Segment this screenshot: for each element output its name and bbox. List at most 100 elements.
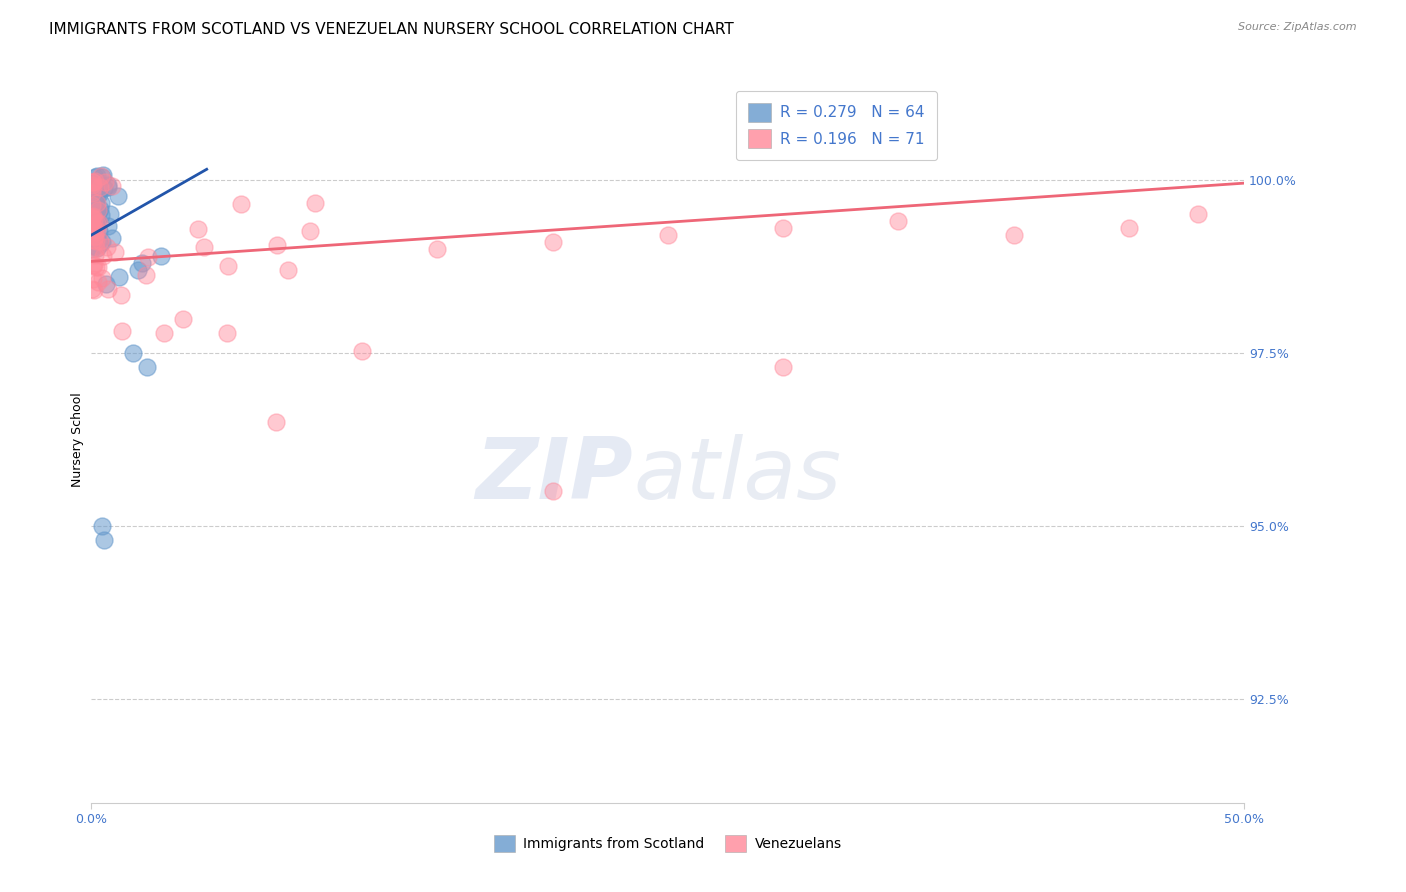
Point bbox=[541, 484, 564, 499]
Point bbox=[110, 287, 132, 301]
Point bbox=[90, 235, 112, 249]
Point bbox=[87, 184, 110, 198]
Point bbox=[217, 259, 239, 273]
Point bbox=[89, 179, 111, 194]
Point bbox=[87, 260, 110, 274]
Point bbox=[86, 169, 108, 183]
Point bbox=[172, 312, 194, 326]
Point bbox=[83, 183, 105, 197]
Point bbox=[101, 178, 124, 193]
Point bbox=[86, 241, 108, 255]
Point bbox=[93, 181, 115, 195]
Point bbox=[1118, 221, 1140, 235]
Point bbox=[90, 271, 112, 285]
Point bbox=[84, 192, 107, 206]
Point bbox=[87, 275, 110, 289]
Point bbox=[80, 211, 103, 225]
Point bbox=[90, 169, 112, 184]
Point bbox=[82, 210, 104, 224]
Point bbox=[153, 326, 176, 341]
Point bbox=[82, 229, 104, 244]
Text: atlas: atlas bbox=[633, 434, 841, 517]
Point bbox=[82, 258, 104, 272]
Point bbox=[264, 415, 287, 429]
Point bbox=[83, 190, 105, 204]
Point bbox=[82, 216, 104, 230]
Point bbox=[83, 181, 105, 195]
Point bbox=[83, 283, 105, 297]
Point bbox=[97, 219, 120, 233]
Point bbox=[84, 174, 107, 188]
Point bbox=[83, 234, 105, 248]
Point bbox=[80, 178, 103, 192]
Point bbox=[80, 238, 103, 252]
Point bbox=[83, 206, 105, 220]
Point bbox=[80, 219, 103, 233]
Point bbox=[80, 282, 103, 296]
Point bbox=[86, 223, 108, 237]
Point bbox=[107, 189, 129, 203]
Point bbox=[772, 359, 794, 374]
Point bbox=[1187, 207, 1209, 221]
Point bbox=[350, 344, 373, 359]
Point bbox=[887, 214, 910, 228]
Point bbox=[82, 186, 104, 201]
Point bbox=[93, 533, 115, 547]
Point bbox=[82, 272, 104, 286]
Point bbox=[82, 211, 104, 226]
Point bbox=[131, 256, 153, 270]
Point bbox=[266, 237, 288, 252]
Point bbox=[97, 178, 120, 192]
Point bbox=[101, 231, 124, 245]
Point bbox=[231, 196, 253, 211]
Point bbox=[136, 251, 159, 265]
Point bbox=[84, 181, 107, 195]
Point bbox=[84, 186, 107, 201]
Point bbox=[84, 210, 107, 224]
Point bbox=[187, 222, 209, 236]
Point bbox=[84, 241, 107, 255]
Point bbox=[135, 268, 157, 283]
Point bbox=[215, 326, 238, 340]
Point bbox=[87, 183, 110, 197]
Point bbox=[83, 222, 105, 236]
Point bbox=[84, 174, 107, 188]
Point bbox=[80, 242, 103, 256]
Point bbox=[111, 324, 134, 338]
Point bbox=[94, 175, 117, 189]
Point bbox=[657, 228, 679, 243]
Point bbox=[84, 229, 107, 244]
Point bbox=[86, 217, 108, 231]
Point bbox=[86, 217, 108, 231]
Point bbox=[90, 208, 112, 222]
Point bbox=[97, 282, 120, 296]
Point bbox=[83, 230, 105, 244]
Point bbox=[277, 263, 299, 277]
Point bbox=[98, 207, 121, 221]
Point bbox=[122, 345, 145, 359]
Point bbox=[298, 224, 321, 238]
Point bbox=[89, 224, 111, 238]
Point bbox=[89, 216, 111, 230]
Point bbox=[772, 221, 794, 235]
Point bbox=[83, 239, 105, 253]
Point bbox=[541, 235, 564, 249]
Point bbox=[84, 207, 107, 221]
Point bbox=[84, 187, 107, 202]
Point bbox=[84, 225, 107, 239]
Point bbox=[426, 242, 449, 256]
Point bbox=[90, 196, 112, 211]
Point bbox=[135, 359, 157, 374]
Text: ZIP: ZIP bbox=[475, 434, 633, 517]
Point bbox=[83, 212, 105, 227]
Point bbox=[82, 232, 104, 246]
Point bbox=[108, 269, 131, 284]
Point bbox=[84, 219, 107, 233]
Point bbox=[89, 202, 111, 216]
Point bbox=[86, 211, 108, 225]
Y-axis label: Nursery School: Nursery School bbox=[72, 392, 84, 487]
Point bbox=[91, 169, 114, 183]
Point bbox=[127, 262, 149, 277]
Text: IMMIGRANTS FROM SCOTLAND VS VENEZUELAN NURSERY SCHOOL CORRELATION CHART: IMMIGRANTS FROM SCOTLAND VS VENEZUELAN N… bbox=[49, 22, 734, 37]
Point bbox=[84, 248, 107, 262]
